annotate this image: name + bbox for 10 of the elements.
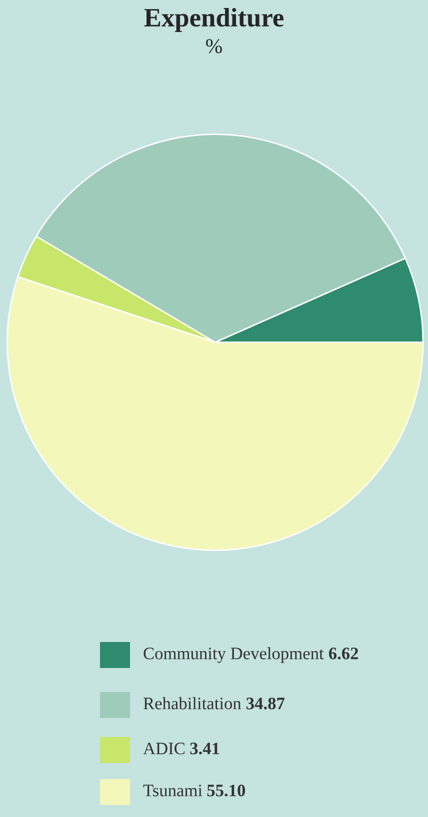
- chart-subtitle: %: [206, 39, 222, 54]
- legend-label: Community Development: [144, 647, 324, 663]
- data-label: 6.62: [328, 648, 358, 660]
- data-label: 34.87: [246, 698, 285, 710]
- data-label: 55.10: [207, 784, 246, 796]
- legend-label: Rehabilitation: [144, 697, 242, 710]
- legend-label: Tsunami: [143, 784, 202, 796]
- data-label: 3.41: [190, 742, 220, 754]
- chart-title: Expenditure: [144, 8, 284, 32]
- legend-label: ADIC: [143, 742, 184, 754]
